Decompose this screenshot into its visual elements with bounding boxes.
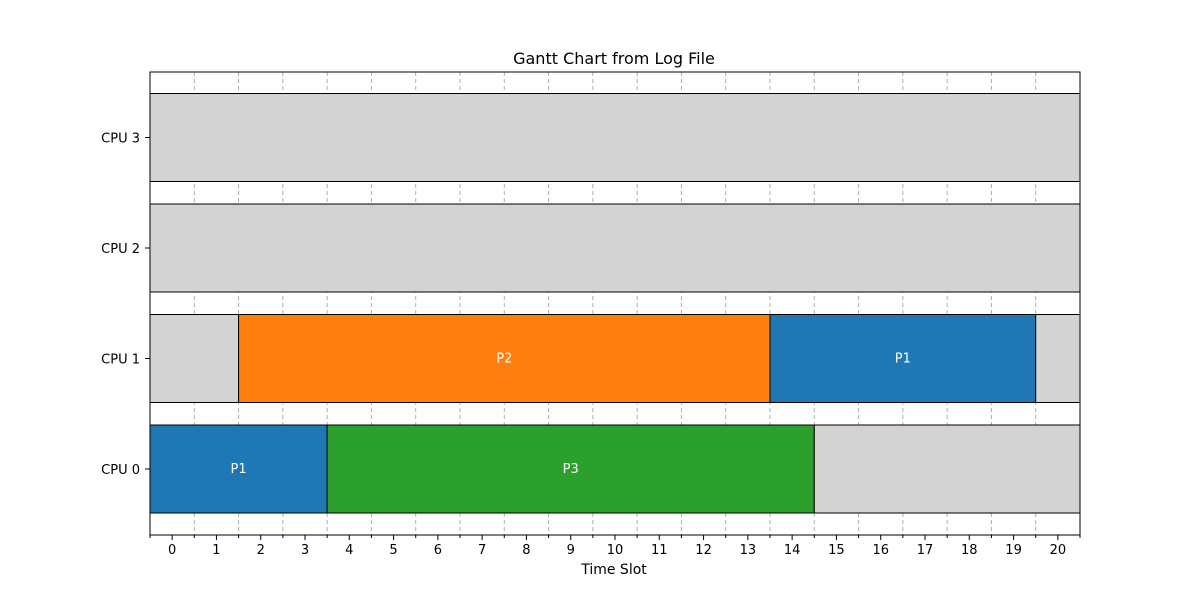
task-labels: P1 P3 P2 P1 (231, 352, 911, 478)
task-bar-p3 (326, 424, 815, 514)
x-tick-label: 1 (212, 543, 220, 558)
task-label: P1 (231, 462, 247, 477)
idle-bar (149, 93, 1081, 182)
idle-bar (149, 203, 1081, 293)
x-axis-label: Time Slot (580, 562, 647, 578)
x-tick-label: 7 (478, 543, 486, 558)
x-tick-label: 4 (345, 543, 353, 558)
x-tick-label: 0 (168, 543, 176, 558)
task-bar-p1 (769, 314, 1037, 403)
x-tick-label: 6 (434, 543, 442, 558)
x-tick-label: 18 (961, 543, 978, 558)
x-tick-label: 5 (389, 543, 397, 558)
y-tick-label: CPU 2 (101, 242, 140, 257)
x-tick-label: 11 (651, 543, 668, 558)
x-tick-label: 19 (1005, 543, 1022, 558)
x-tick-label: 10 (607, 543, 624, 558)
x-tick-label: 13 (740, 543, 757, 558)
idle-bar (813, 424, 1081, 514)
x-tick-label: 14 (784, 543, 801, 558)
y-tick-label: CPU 0 (101, 463, 140, 478)
idle-bar (149, 314, 240, 403)
y-tick-label: CPU 3 (101, 132, 140, 147)
idle-bar (1035, 314, 1081, 403)
task-bars (149, 93, 1081, 514)
x-tick-label: 16 (872, 543, 889, 558)
x-tick-label: 9 (567, 543, 575, 558)
x-tick-label: 12 (695, 543, 712, 558)
task-label: P3 (563, 462, 579, 477)
x-tick-label: 15 (828, 543, 845, 558)
x-tick-label: 3 (301, 543, 309, 558)
x-tick-label: 2 (257, 543, 265, 558)
chart-title: Gantt Chart from Log File (513, 49, 715, 68)
x-tick-label: 8 (522, 543, 530, 558)
x-tick-label: 17 (917, 543, 934, 558)
task-label: P1 (895, 352, 911, 367)
y-tick-label: CPU 1 (101, 353, 140, 368)
task-label: P2 (496, 352, 512, 367)
task-bar-p1 (149, 424, 328, 514)
task-bar-p2 (238, 314, 771, 403)
x-tick-label: 20 (1050, 543, 1067, 558)
